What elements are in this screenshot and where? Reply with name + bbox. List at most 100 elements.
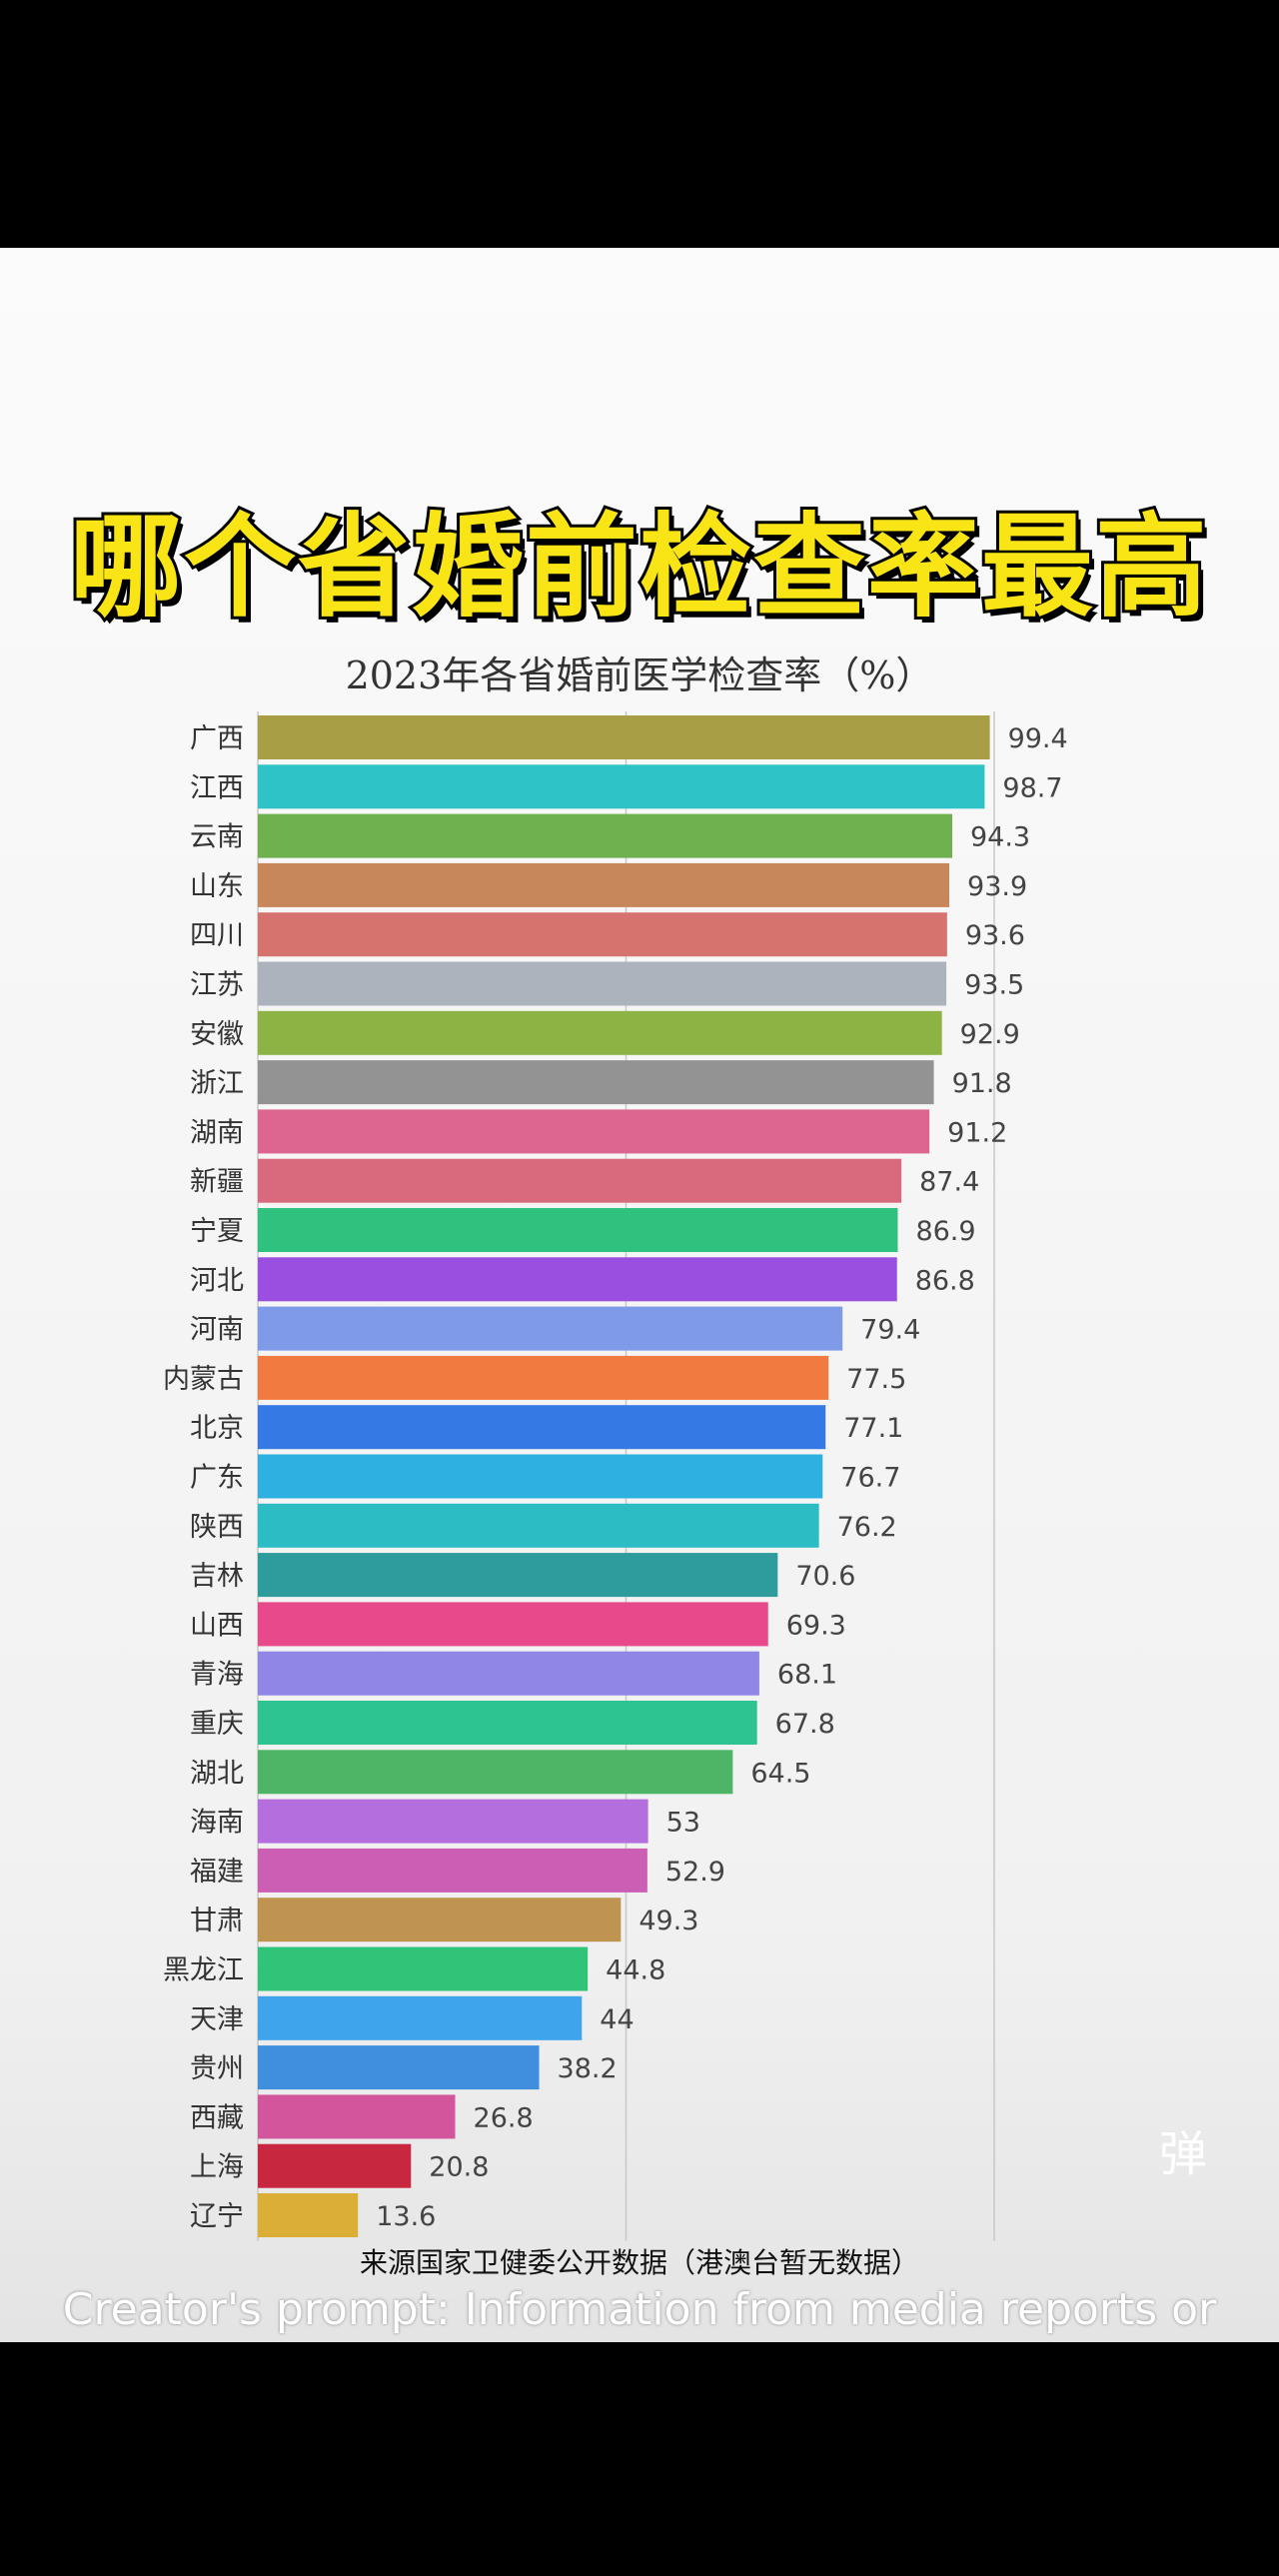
value-label: 77.1	[843, 1413, 903, 1444]
value-label: 68.1	[777, 1660, 837, 1691]
category-label: 江西	[190, 772, 244, 803]
category-label: 山东	[190, 871, 244, 902]
bar	[258, 1010, 942, 1055]
bar	[258, 1158, 902, 1203]
bar	[258, 1503, 819, 1548]
bar-chart: 广西 99.4 江西 98.7 云南 94.3 山东 93.9 四川 93.6 江苏 93.5 安徽 92…	[163, 711, 1068, 2241]
bar	[258, 1750, 733, 1795]
bar	[258, 1995, 583, 2040]
value-label: 87.4	[919, 1167, 979, 1198]
creator-note: Creator's prompt: Information from media…	[62, 2284, 1217, 2335]
bar	[258, 813, 952, 858]
category-label: 黑龙江	[163, 1955, 244, 1986]
category-label: 西藏	[190, 2102, 244, 2133]
category-label: 湖北	[190, 1758, 244, 1789]
value-label: 53	[666, 1808, 700, 1839]
category-label: 四川	[190, 920, 244, 951]
bar	[258, 1208, 898, 1252]
value-label: 91.2	[947, 1117, 1007, 1148]
value-label: 13.6	[376, 2201, 436, 2232]
value-label: 44.8	[606, 1955, 665, 1986]
category-label: 宁夏	[190, 1216, 244, 1247]
bar	[258, 1602, 768, 1647]
bar	[258, 1799, 648, 1844]
category-label: 湖南	[190, 1117, 244, 1148]
category-label: 广东	[190, 1463, 244, 1494]
category-label: 河南	[190, 1315, 244, 1346]
category-label: 河北	[190, 1265, 244, 1296]
value-label: 38.2	[558, 2053, 618, 2084]
bar	[258, 2193, 359, 2237]
category-label: 山西	[190, 1610, 244, 1641]
bar	[258, 1848, 647, 1893]
category-label: 北京	[190, 1413, 244, 1444]
value-label: 76.2	[837, 1512, 897, 1543]
value-label: 20.8	[429, 2152, 489, 2183]
category-label: 辽宁	[190, 2201, 244, 2232]
danmu-icon[interactable]: 弹	[1159, 2126, 1208, 2182]
value-label: 94.3	[970, 822, 1030, 853]
value-label: 86.8	[915, 1265, 975, 1296]
bar	[258, 2045, 540, 2090]
video-frame: 广西 99.4 江西 98.7 云南 94.3 山东 93.9 四川 93.6 江苏 93.5 安徽 92…	[0, 248, 1279, 2342]
bar	[258, 1454, 823, 1499]
bar	[258, 1898, 622, 1942]
bar	[258, 715, 990, 759]
value-label: 49.3	[639, 1906, 698, 1936]
chart-title: 2023年各省婚前医学检查率（%）	[345, 653, 934, 697]
value-label: 64.5	[750, 1758, 810, 1789]
bar	[258, 764, 985, 809]
value-label: 98.7	[1002, 772, 1062, 803]
category-label: 青海	[190, 1660, 244, 1691]
category-label: 江苏	[190, 970, 244, 1001]
headline: 哪个省婚前检查率最高	[67, 500, 1210, 636]
bar	[258, 1355, 829, 1400]
value-label: 93.5	[964, 970, 1024, 1001]
category-label: 海南	[190, 1808, 244, 1839]
value-label: 26.8	[474, 2102, 534, 2133]
category-label: 浙江	[190, 1068, 244, 1099]
value-label: 99.4	[1008, 723, 1068, 754]
bar	[258, 961, 947, 1006]
value-label: 93.9	[967, 871, 1027, 902]
bar	[258, 862, 950, 907]
value-label: 91.8	[952, 1068, 1012, 1099]
value-label: 52.9	[665, 1857, 725, 1888]
value-label: 86.9	[915, 1216, 975, 1247]
value-label: 70.6	[795, 1561, 855, 1592]
category-label: 天津	[190, 2004, 244, 2035]
bar	[258, 1701, 757, 1745]
value-label: 77.5	[846, 1364, 906, 1395]
bar	[258, 2143, 412, 2188]
category-label: 贵州	[190, 2053, 244, 2084]
source-note: 来源国家卫健委公开数据（港澳台暂无数据）	[359, 2246, 919, 2279]
bar	[258, 1306, 843, 1351]
bar	[258, 1060, 934, 1105]
bar	[258, 1553, 778, 1598]
bar	[258, 1257, 897, 1302]
category-label: 新疆	[190, 1167, 244, 1198]
category-label: 福建	[190, 1857, 244, 1888]
category-label: 广西	[190, 723, 244, 754]
value-label: 67.8	[775, 1709, 835, 1740]
value-label: 92.9	[960, 1019, 1020, 1050]
value-label: 69.3	[786, 1610, 846, 1641]
bar	[258, 1109, 930, 1154]
category-label: 上海	[190, 2152, 244, 2183]
category-label: 重庆	[190, 1709, 244, 1740]
bar	[258, 912, 947, 957]
category-label: 云南	[190, 822, 244, 853]
bar	[258, 2094, 456, 2139]
category-label: 安徽	[190, 1019, 244, 1050]
bar	[258, 1651, 759, 1696]
value-label: 93.6	[965, 920, 1025, 951]
bar	[258, 1405, 826, 1450]
value-label: 76.7	[840, 1463, 900, 1494]
category-label: 甘肃	[190, 1906, 244, 1936]
value-label: 79.4	[860, 1315, 920, 1346]
category-label: 吉林	[190, 1561, 244, 1592]
category-label: 内蒙古	[163, 1364, 244, 1395]
category-label: 陕西	[190, 1512, 244, 1543]
bar	[258, 1946, 589, 1991]
value-label: 44	[600, 2004, 634, 2035]
